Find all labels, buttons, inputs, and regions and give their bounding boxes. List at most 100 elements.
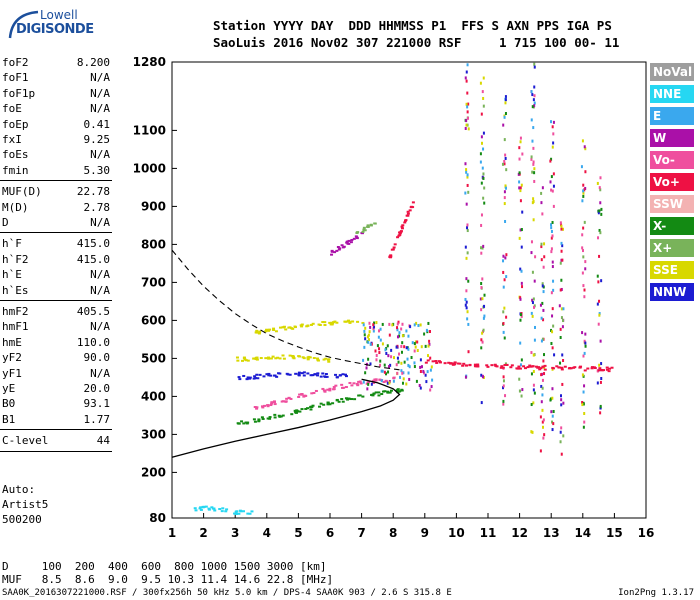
- echo-point: [321, 387, 325, 390]
- echo-point: [541, 337, 544, 341]
- echo-point: [480, 223, 483, 227]
- echo-point: [202, 505, 206, 508]
- echo-point: [518, 157, 521, 161]
- echo-point: [375, 358, 378, 362]
- echo-point: [284, 400, 288, 403]
- echo-point: [392, 356, 395, 360]
- echo-point: [559, 221, 562, 225]
- echo-point: [404, 219, 408, 222]
- echo-point: [221, 507, 225, 510]
- echo-point: [518, 146, 521, 150]
- echo-point: [543, 353, 546, 357]
- legend-item: Vo+: [650, 173, 694, 191]
- echo-point: [503, 336, 506, 340]
- echo-point: [505, 363, 509, 366]
- echo-point: [599, 231, 602, 235]
- echo-point: [550, 229, 553, 233]
- echo-point: [377, 394, 381, 397]
- echo-point: [597, 280, 600, 284]
- station-header: Station YYYY DAY DDD HHMMSS P1 FFS S AXN…: [213, 17, 619, 51]
- echo-point: [255, 407, 259, 410]
- echo-point: [282, 357, 286, 360]
- echo-point: [255, 331, 259, 334]
- echo-point: [456, 362, 460, 365]
- echo-point: [597, 322, 600, 326]
- echo-point: [599, 201, 602, 205]
- echo-point: [466, 251, 469, 255]
- param-row: B0 93.1: [2, 397, 110, 411]
- echo-point: [282, 325, 286, 328]
- x-tick-label: 6: [326, 526, 334, 540]
- echo-point: [530, 240, 533, 244]
- x-tick-label: 16: [638, 526, 655, 540]
- echo-point: [426, 359, 430, 362]
- echo-point: [582, 249, 585, 253]
- echo-point: [483, 314, 486, 318]
- echo-point: [312, 391, 316, 394]
- echo-point: [429, 388, 432, 392]
- echo-point: [277, 372, 281, 375]
- echo-point: [281, 354, 285, 357]
- echo-point: [476, 363, 480, 366]
- echo-point: [533, 304, 536, 308]
- echo-point: [505, 186, 508, 190]
- echo-point: [424, 373, 427, 377]
- echo-point: [451, 363, 455, 366]
- echo-point: [531, 139, 534, 143]
- echo-point: [551, 220, 554, 224]
- param-label: D: [2, 216, 9, 229]
- echo-point: [531, 170, 534, 174]
- param-value: N/A: [90, 86, 110, 100]
- echo-point: [502, 285, 505, 289]
- echo-point: [268, 416, 272, 419]
- echo-point: [530, 430, 533, 434]
- param-value: 22.78: [76, 185, 110, 199]
- echo-point: [298, 410, 302, 413]
- echo-point: [372, 327, 375, 331]
- echo-point: [482, 375, 485, 379]
- echo-point: [495, 365, 499, 368]
- echo-point: [600, 362, 603, 366]
- x-tick-label: 10: [448, 526, 465, 540]
- echo-point: [598, 228, 601, 232]
- echo-point: [551, 145, 554, 149]
- echo-point: [532, 98, 535, 102]
- echo-point: [531, 105, 534, 109]
- echo-point: [413, 349, 416, 353]
- echo-point: [562, 307, 565, 311]
- echo-point: [261, 406, 265, 409]
- echo-point: [370, 342, 373, 346]
- param-row: M(D) 2.78: [2, 201, 110, 215]
- echo-point: [367, 333, 370, 337]
- echo-point: [581, 400, 584, 404]
- echo-point: [333, 251, 337, 254]
- echo-point: [518, 180, 521, 184]
- echo-point: [431, 378, 434, 382]
- echo-point: [549, 180, 552, 184]
- plot-frame: [171, 61, 647, 519]
- muf-table: D 100 200 400 600 800 1000 1500 3000 [km…: [2, 560, 333, 586]
- echo-point: [366, 335, 369, 339]
- echo-point: [297, 371, 301, 374]
- echo-point: [465, 300, 468, 304]
- echo-point: [400, 369, 403, 373]
- echo-point: [539, 303, 542, 307]
- echo-point: [406, 346, 409, 350]
- echo-point: [519, 363, 522, 367]
- echo-point: [384, 348, 387, 352]
- param-row: yF1 N/A: [2, 367, 110, 381]
- param-row: MUF(D) 22.78: [2, 185, 110, 199]
- echo-point: [530, 157, 533, 161]
- echo-point: [583, 145, 586, 149]
- echo-point: [560, 403, 563, 407]
- echo-point: [533, 179, 536, 183]
- echo-point: [430, 365, 433, 369]
- legend-item: NNE: [650, 85, 694, 103]
- echo-point: [390, 248, 394, 251]
- echo-point: [504, 362, 507, 366]
- echo-point: [396, 328, 399, 332]
- echo-point: [348, 381, 352, 384]
- echo-point: [560, 368, 564, 371]
- echo-point: [383, 390, 387, 393]
- echo-point: [369, 223, 373, 226]
